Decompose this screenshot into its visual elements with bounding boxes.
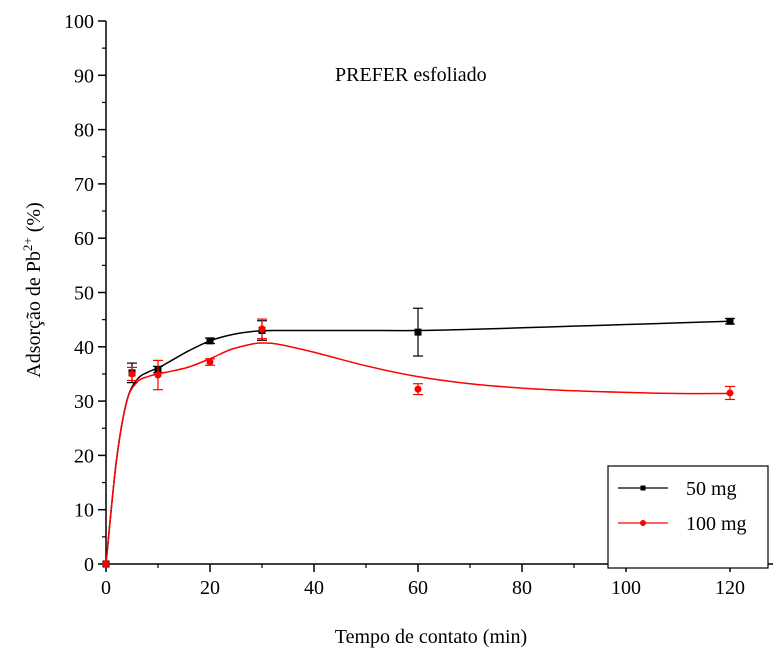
y-tick-label: 80 [74,120,94,142]
x-tick-label: 120 [715,577,745,599]
data-point [414,385,422,393]
y-axis-title-sup: 2+ [20,237,35,251]
y-tick-label: 10 [74,500,94,522]
data-point [258,325,266,333]
data-point [102,560,110,568]
data-point [154,371,162,379]
x-tick-label: 80 [512,577,532,599]
data-point [206,358,214,366]
legend-label-50mg: 50 mg [686,478,737,500]
y-axis: 0 10 20 30 40 50 60 70 80 90 100 [64,11,106,576]
x-axis: 0 20 40 60 80 100 120 [101,564,745,599]
x-tick-label: 20 [200,577,220,599]
legend-box [607,465,769,569]
y-axis-title: Adsorção de Pb2+ (%) [20,202,45,377]
y-tick-label: 60 [74,228,94,250]
series-100mg [102,318,735,568]
data-point [206,337,214,345]
y-tick-label: 90 [74,65,94,87]
legend: 50 mg 100 mg [607,465,769,569]
fit-line [105,320,731,565]
fit-line [105,342,731,565]
y-tick-label: 20 [74,445,94,467]
x-tick-label: 60 [408,577,428,599]
x-tick-label: 0 [101,577,111,599]
data-point [414,328,422,336]
legend-label-100mg: 100 mg [686,513,747,535]
series-layer [102,307,735,568]
x-axis-title: Tempo de contato (min) [335,626,527,648]
y-tick-label: 30 [74,391,94,413]
chart-annotation: PREFER esfoliado [335,64,487,86]
data-point [128,370,136,378]
y-tick-label: 70 [74,174,94,196]
y-tick-label: 100 [64,11,94,33]
data-point [726,389,734,397]
legend-marker-100mg [640,520,646,526]
y-axis-title-unit: (%) [23,202,45,237]
legend-marker-50mg [640,485,646,491]
y-tick-label: 40 [74,337,94,359]
y-tick-label: 50 [74,283,94,305]
y-axis-title-main: Adsorção de Pb [23,251,45,378]
x-tick-label: 40 [304,577,324,599]
y-tick-label: 0 [84,554,94,576]
x-tick-label: 100 [611,577,641,599]
data-point [726,317,734,325]
